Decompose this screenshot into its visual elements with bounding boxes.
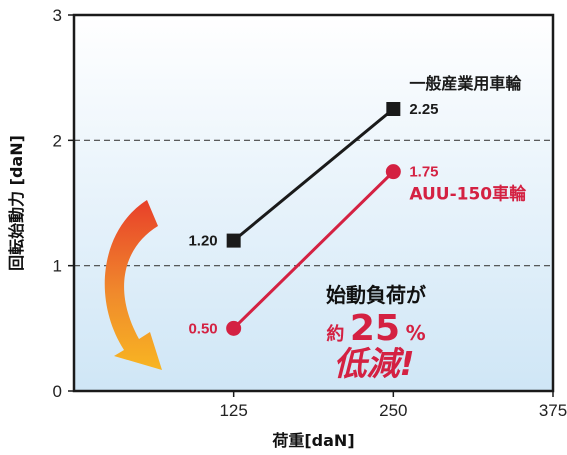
x-tick-label: 375: [539, 401, 567, 420]
y-tick-label: 1: [53, 257, 62, 276]
series-name-label: 一般産業用車輪: [409, 74, 522, 93]
data-label: 0.50: [188, 320, 217, 337]
reduction-callout: 始動負荷が 約 25 % 低減!: [326, 283, 426, 383]
data-point: [386, 102, 401, 116]
series-line: [232, 170, 395, 330]
callout-line1: 始動負荷が: [326, 283, 426, 307]
y-tick-label: 0: [53, 382, 62, 401]
data-label: 2.25: [409, 101, 438, 118]
callout-prefix: 約: [326, 323, 344, 345]
decrease-arrow-icon: [104, 200, 162, 370]
callout-value: 25: [350, 308, 400, 349]
axes: 0 1 2 3 125 250 375 荷重[daN] 回転始動力 [daN]: [7, 6, 567, 450]
data-point: [385, 164, 401, 180]
callout-unit: %: [406, 321, 426, 345]
plot-area: [74, 15, 553, 391]
callout-line2: 約 25 %: [326, 308, 425, 349]
data-label: 1.20: [188, 233, 217, 250]
x-tick-label: 125: [219, 401, 247, 420]
x-axis-title: 荷重[daN]: [272, 431, 354, 450]
series-line: [232, 107, 395, 242]
plot-frame: [72, 13, 555, 393]
series-layer: 1.20 2.25 一般産業用車輪 0.50 1.75 AUU-150車輪: [188, 74, 527, 337]
data-point: [226, 320, 242, 336]
y-axis-title: 回転始動力 [daN]: [7, 135, 26, 271]
x-tick-label: 250: [379, 401, 407, 420]
data-label: 1.75: [409, 164, 438, 181]
y-tick-label: 2: [53, 131, 62, 150]
callout-line3: 低減!: [333, 344, 414, 383]
series-1: 1.20 2.25 一般産業用車輪: [188, 74, 522, 250]
data-point: [226, 233, 241, 248]
series-name-label: AUU-150車輪: [409, 184, 527, 205]
y-tick-label: 3: [53, 6, 62, 25]
series-2: 0.50 1.75 AUU-150車輪: [188, 164, 527, 338]
